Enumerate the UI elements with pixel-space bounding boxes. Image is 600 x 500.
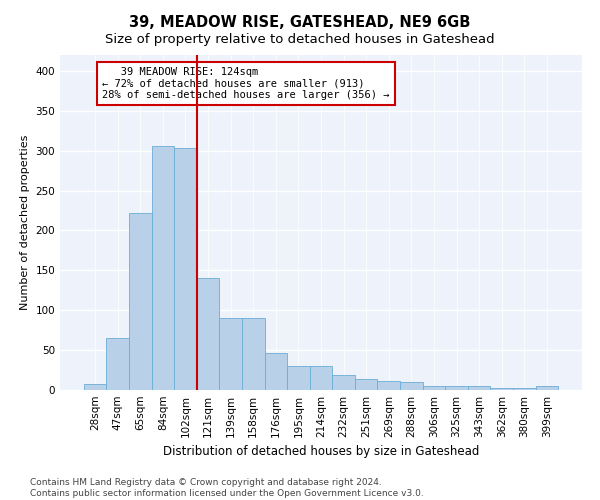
Text: Contains HM Land Registry data © Crown copyright and database right 2024.
Contai: Contains HM Land Registry data © Crown c… (30, 478, 424, 498)
Bar (174, 148, 197, 390)
Bar (445, 386, 468, 390)
Bar (332, 375, 355, 390)
Text: Size of property relative to detached houses in Gateshead: Size of property relative to detached ho… (105, 32, 495, 46)
Bar (468, 386, 490, 390)
Bar (197, 278, 220, 390)
Bar (536, 386, 558, 390)
Bar (377, 381, 400, 390)
Bar (422, 386, 445, 390)
Bar (400, 382, 422, 390)
Bar (106, 338, 129, 390)
Bar (265, 354, 287, 390)
Bar (84, 384, 106, 390)
Bar (220, 318, 242, 390)
Bar (490, 388, 513, 390)
Y-axis label: Number of detached properties: Number of detached properties (20, 135, 30, 310)
Bar (152, 146, 174, 390)
Text: 39 MEADOW RISE: 124sqm
← 72% of detached houses are smaller (913)
28% of semi-de: 39 MEADOW RISE: 124sqm ← 72% of detached… (102, 67, 389, 100)
Bar (129, 213, 152, 390)
Bar (242, 318, 265, 390)
Bar (355, 379, 377, 390)
Bar (513, 388, 536, 390)
Bar (310, 366, 332, 390)
Bar (287, 366, 310, 390)
X-axis label: Distribution of detached houses by size in Gateshead: Distribution of detached houses by size … (163, 446, 479, 458)
Text: 39, MEADOW RISE, GATESHEAD, NE9 6GB: 39, MEADOW RISE, GATESHEAD, NE9 6GB (130, 15, 470, 30)
